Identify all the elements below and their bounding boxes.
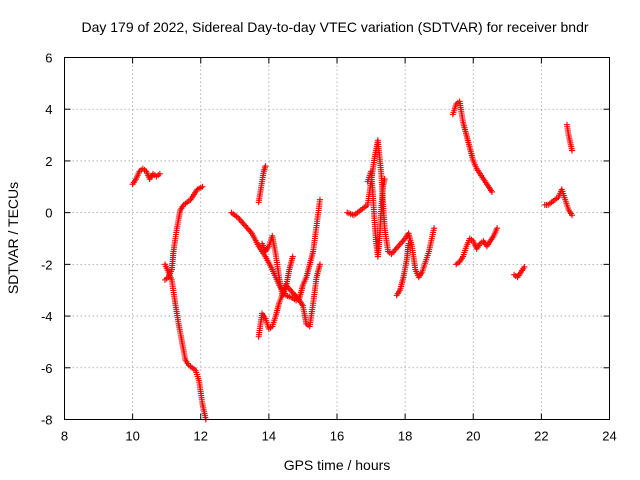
data-point <box>381 176 388 183</box>
data-point <box>199 183 206 190</box>
data-point <box>431 225 438 232</box>
y-tick-label: -2 <box>41 257 53 272</box>
plot-frame <box>64 57 610 420</box>
series-arc-8 <box>344 137 438 281</box>
x-tick-label: 20 <box>466 429 480 444</box>
series-arc-7 <box>259 232 296 299</box>
data-point <box>156 170 163 177</box>
data-point <box>289 289 296 296</box>
series-arc-15 <box>563 121 576 154</box>
x-axis-label: GPS time / hours <box>284 457 391 473</box>
series-arc-4 <box>228 196 323 304</box>
data-point <box>521 263 528 270</box>
y-tick-label: 4 <box>45 102 52 117</box>
data-point <box>569 212 576 219</box>
data-point <box>316 196 323 203</box>
series-arc-12 <box>453 225 501 268</box>
y-tick-label: -6 <box>41 361 53 376</box>
data-point <box>289 253 296 260</box>
x-tick-label: 22 <box>534 429 548 444</box>
y-tick-label: 2 <box>45 154 52 169</box>
data-point <box>488 188 495 195</box>
data-point <box>262 163 269 170</box>
series-arc-1 <box>129 165 163 188</box>
x-tick-label: 12 <box>194 429 208 444</box>
y-tick-labels: 6 4 2 0 -2 -4 -6 -8 <box>41 51 53 428</box>
y-tick-label: 0 <box>45 206 52 221</box>
x-tick-label: 8 <box>61 429 68 444</box>
data-point <box>292 292 299 299</box>
data-point <box>290 291 297 298</box>
series-arc-6 <box>255 261 323 340</box>
data-point <box>405 240 412 247</box>
series-arc-13 <box>511 263 528 281</box>
x-tick-label: 24 <box>602 429 616 444</box>
series-arc-9 <box>364 168 388 260</box>
series-arc-2 <box>161 261 209 423</box>
x-tick-label: 16 <box>330 429 344 444</box>
x-tick-label: 18 <box>398 429 412 444</box>
x-tick-labels: 8 10 12 14 16 18 20 22 24 <box>61 429 617 444</box>
x-tick-label: 10 <box>125 429 139 444</box>
series-arc-10 <box>393 240 412 299</box>
grid <box>64 57 610 420</box>
x-tick-label: 14 <box>262 429 276 444</box>
y-tick-label: -4 <box>41 309 53 324</box>
series-arc-11 <box>449 98 495 195</box>
y-tick-label: 6 <box>45 51 52 66</box>
data-points <box>129 98 576 423</box>
data-point <box>494 225 501 232</box>
chart-title: Day 179 of 2022, Sidereal Day-to-day VTE… <box>81 19 588 35</box>
data-point <box>569 147 576 154</box>
y-axis-label: SDTVAR / TECUs <box>5 182 21 294</box>
series-arc-14 <box>541 186 576 219</box>
y-tick-label: -8 <box>41 413 53 428</box>
series-arc-3 <box>161 183 206 283</box>
series-arc-5 <box>255 163 269 206</box>
data-point <box>316 261 323 268</box>
